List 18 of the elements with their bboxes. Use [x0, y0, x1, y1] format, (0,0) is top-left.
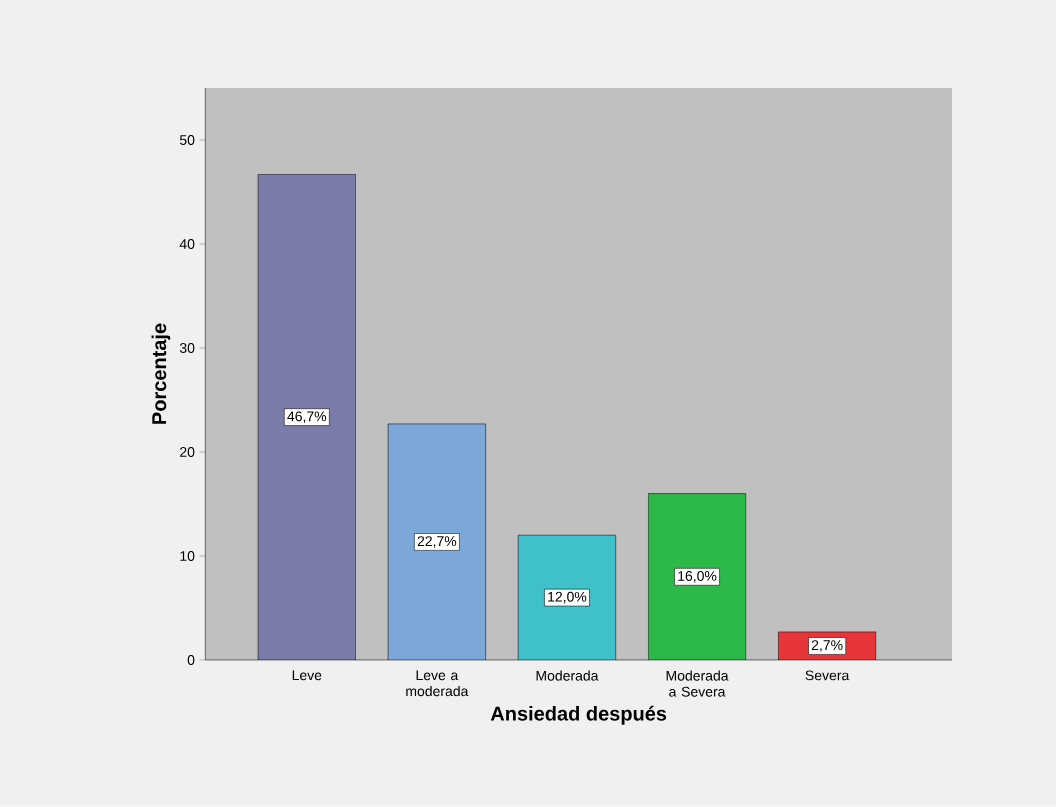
y-tick-label: 10 [180, 551, 195, 562]
x-tick-label: Moderada a Severa [666, 670, 729, 697]
data-label: 46,7% [287, 411, 327, 424]
x-tick-label: Severa [805, 670, 850, 681]
y-axis-title: Porcentaje [151, 323, 171, 424]
x-tick-label: Moderada [536, 670, 599, 681]
data-label: 2,7% [811, 640, 843, 652]
x-tick-label: Leve a moderada [406, 670, 469, 697]
data-label: 22,7% [417, 536, 457, 548]
y-tick-label: 30 [179, 343, 195, 354]
x-axis-title: Ansiedad después [490, 706, 667, 725]
data-label: 12,0% [548, 591, 587, 604]
y-tick-label: 40 [179, 239, 195, 250]
y-tick-label: 20 [180, 447, 195, 458]
x-tick-label: Leve [292, 670, 322, 681]
y-tick-label: 50 [179, 135, 195, 146]
data-label: 16,0% [678, 571, 717, 583]
y-tick-label: 0 [187, 655, 195, 666]
